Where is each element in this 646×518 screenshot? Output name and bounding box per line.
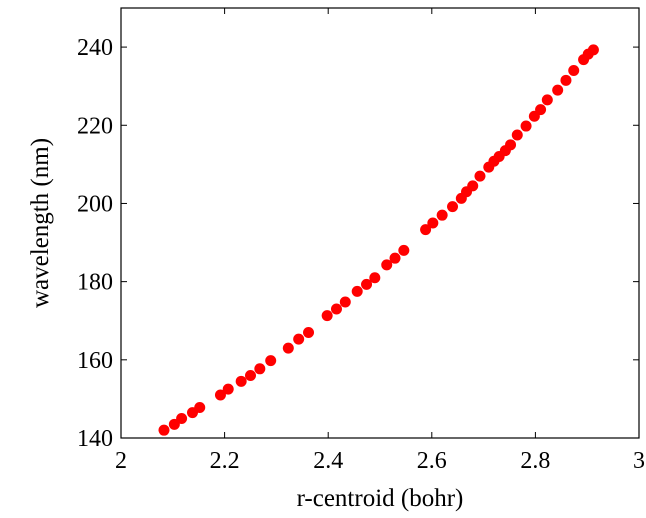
data-point <box>511 129 523 141</box>
y-tick-label: 200 <box>77 191 113 217</box>
data-point <box>535 104 547 116</box>
data-point <box>293 333 305 345</box>
data-point <box>321 310 333 322</box>
data-point <box>176 412 188 424</box>
data-point <box>369 272 381 284</box>
data-point <box>398 244 410 256</box>
data-point <box>303 326 315 338</box>
data-point <box>222 383 234 395</box>
data-point <box>420 224 432 236</box>
plot-frame <box>120 7 640 439</box>
data-point <box>505 139 517 151</box>
x-tick-label: 2.2 <box>210 448 240 474</box>
data-point <box>474 170 486 182</box>
x-tick-label: 2.4 <box>313 448 343 474</box>
data-point <box>361 278 373 290</box>
data-point <box>447 201 459 213</box>
data-point <box>541 94 553 106</box>
data-point <box>427 217 439 229</box>
data-point <box>552 84 564 96</box>
data-point <box>436 209 448 221</box>
axis-tick-labels: 2 2.2 2.4 2.6 2.8 3 140 160 180 200 220 240 <box>77 35 645 474</box>
data-point <box>158 424 170 436</box>
data-point <box>389 252 401 264</box>
x-tick-label: 3 <box>633 448 645 474</box>
data-point <box>214 389 226 401</box>
y-tick-label: 240 <box>77 35 113 61</box>
x-tick-label: 2.6 <box>417 448 447 474</box>
data-point <box>568 65 580 77</box>
y-tick-label: 180 <box>77 270 113 296</box>
data-points <box>158 44 599 436</box>
data-point <box>381 259 393 271</box>
data-point <box>467 180 479 192</box>
x-tick-label: 2.8 <box>520 448 550 474</box>
y-tick-label: 160 <box>77 348 113 374</box>
x-axis-label: r-centroid (bohr) <box>297 485 464 512</box>
data-point <box>194 402 206 414</box>
data-point <box>330 303 342 315</box>
x-tick-label: 2 <box>115 448 127 474</box>
data-point <box>254 363 266 375</box>
data-point <box>351 285 363 297</box>
y-tick-label: 220 <box>77 113 113 139</box>
data-point <box>245 369 256 381</box>
y-axis-label: wavelength (nm) <box>27 138 54 308</box>
axis-ticks <box>120 8 640 439</box>
data-point <box>339 296 351 308</box>
data-point <box>587 44 599 56</box>
data-point <box>520 120 532 132</box>
data-point <box>282 342 294 354</box>
data-point <box>265 355 277 367</box>
data-point <box>560 74 572 86</box>
y-tick-label: 140 <box>77 426 113 452</box>
data-point <box>235 375 247 387</box>
